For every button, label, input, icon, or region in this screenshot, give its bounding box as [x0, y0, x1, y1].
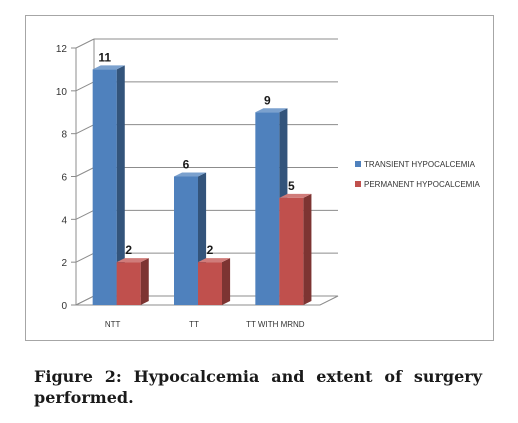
- gridline-depth-4: [75, 209, 95, 220]
- y-tick-label-10: 10: [56, 87, 68, 98]
- bar-chart: 0 2 4 6 8 10 12 NTT TT TT WITH MRND 11 2 6 2 9 5 TRANS…: [56, 38, 481, 329]
- x-tick-label-tt-with-mrnd: TT WITH MRND: [246, 320, 305, 329]
- data-label-ntt-transient: 11: [98, 50, 111, 64]
- gridline-depth-10: [75, 81, 95, 92]
- bar-side: [222, 258, 231, 305]
- bar-top: [116, 258, 149, 263]
- legend-label-permanent: PERMANENT HYPOCALCEMIA: [364, 180, 481, 189]
- bar-front: [279, 197, 304, 305]
- y-tick-label-12: 12: [56, 44, 68, 55]
- bar-top: [198, 258, 231, 263]
- bar-top: [255, 108, 288, 113]
- y-tick-label-6: 6: [61, 173, 67, 184]
- bar-front: [92, 69, 117, 306]
- y-tick-label-2: 2: [61, 258, 67, 269]
- bar-front: [116, 262, 141, 305]
- bar-top: [92, 65, 125, 70]
- bar-ntt-permanent: [116, 258, 149, 305]
- gridline-depth-2: [75, 252, 95, 263]
- x-tick-label-ntt: NTT: [105, 320, 121, 329]
- gridline-depth-6: [75, 167, 95, 177]
- bars-layer: 11 2 6 2 9 5: [92, 50, 312, 306]
- y-tick-label-0: 0: [61, 301, 67, 312]
- bar-top: [279, 193, 312, 198]
- legend-swatch-permanent: [355, 181, 361, 187]
- legend-label-transient: TRANSIENT HYPOCALCEMIA: [364, 160, 476, 169]
- data-label-tt-permanent: 2: [207, 243, 214, 257]
- data-label-tt-with-mrnd-transient: 9: [264, 93, 271, 107]
- bar-tt-permanent: [198, 258, 231, 305]
- data-label-tt-with-mrnd-permanent: 5: [288, 179, 295, 193]
- bar-side: [140, 258, 149, 305]
- legend: TRANSIENT HYPOCALCEMIA PERMANENT HYPOCALC…: [355, 160, 481, 189]
- bar-side: [303, 193, 312, 305]
- legend-swatch-transient: [355, 161, 361, 167]
- bar-side: [116, 65, 125, 305]
- y-tick-label-4: 4: [61, 215, 67, 226]
- gridline-depth-8: [75, 124, 95, 135]
- x-tick-label-tt: TT: [189, 320, 199, 329]
- y-tick-label-8: 8: [61, 130, 67, 141]
- data-label-ntt-permanent: 2: [125, 243, 132, 257]
- bar-top: [174, 172, 207, 177]
- bar-front: [198, 262, 222, 305]
- figure-caption: Figure 2: Hypocalcemia and extent of sur…: [34, 367, 482, 407]
- bar-tt-with-mrnd-permanent: [279, 193, 312, 305]
- bar-front: [255, 112, 280, 305]
- gridline-depth-12: [75, 38, 95, 49]
- bar-ntt-transient: [92, 65, 125, 306]
- data-label-tt-transient: 6: [183, 158, 190, 172]
- bar-front: [174, 176, 198, 305]
